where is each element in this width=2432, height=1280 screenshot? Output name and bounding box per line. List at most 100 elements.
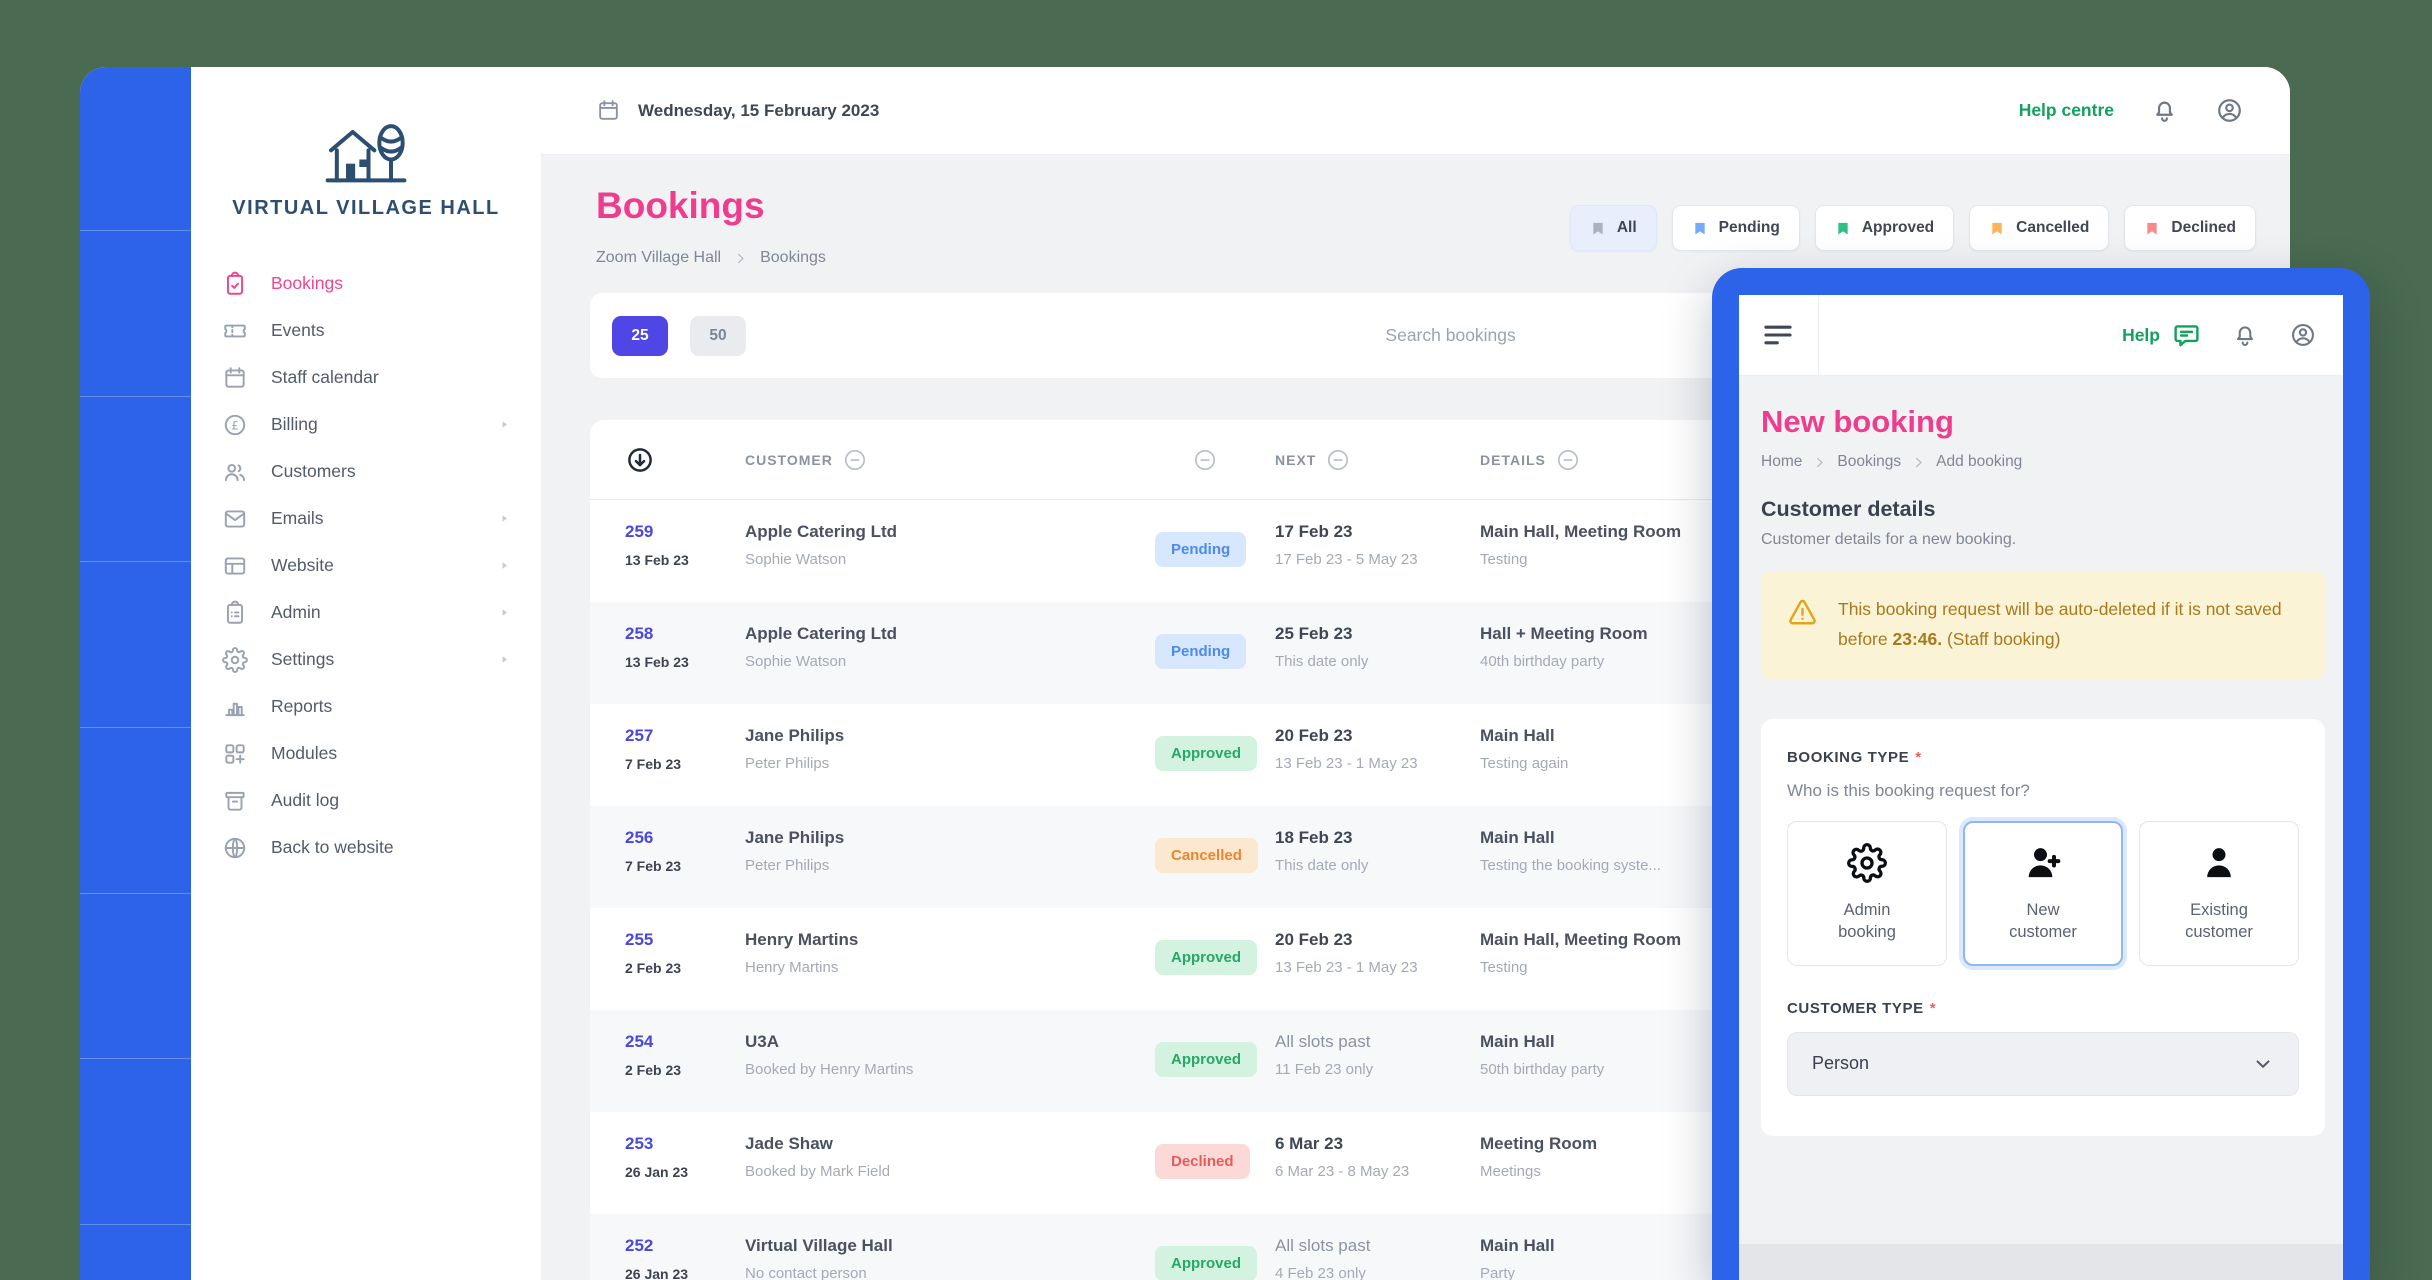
customer-type-select[interactable]: Person: [1787, 1031, 2299, 1096]
sidebar-item[interactable]: Back to website: [191, 824, 541, 871]
booking-created-date: 2 Feb 23: [625, 1062, 682, 1078]
house-with-tree-icon: [302, 117, 430, 187]
bell-icon[interactable]: [2231, 321, 2259, 349]
column-header-next: NEXT: [1275, 447, 1351, 473]
status-cell: Cancelled: [1155, 838, 1258, 873]
help-label: Help: [2122, 324, 2160, 345]
next-date-range: 6 Mar 23 - 8 May 23: [1275, 1163, 1410, 1180]
collapse-column-icon[interactable]: [842, 447, 868, 473]
collapse-column-icon[interactable]: [1192, 447, 1218, 473]
sidebar-item[interactable]: Staff calendar: [191, 354, 541, 401]
filter-chip[interactable]: Approved: [1814, 205, 1955, 251]
warning-text-post: (Staff booking): [1942, 628, 2061, 649]
booking-type-option[interactable]: Existing customer: [2139, 820, 2299, 966]
sidebar-item[interactable]: £ Billing: [191, 401, 541, 448]
menu-icon[interactable]: [1761, 318, 1795, 352]
help-link[interactable]: Help: [2122, 321, 2201, 350]
sidebar-item[interactable]: Modules: [191, 730, 541, 777]
booking-type-option-icon: [2023, 843, 2063, 883]
customer-cell: Apple Catering Ltd Sophie Watson: [745, 522, 897, 568]
sidebar-item[interactable]: Customers: [191, 448, 541, 495]
booking-id[interactable]: 257: [625, 726, 654, 745]
booking-id[interactable]: 252: [625, 1236, 654, 1255]
table-row[interactable]: 259 13 Feb 23 Apple Catering Ltd Sophie …: [590, 500, 2256, 602]
next-date-cell: 17 Feb 23 17 Feb 23 - 5 May 23: [1275, 522, 1418, 568]
collapse-column-icon[interactable]: [1325, 447, 1351, 473]
status-badge: Approved: [1155, 736, 1258, 771]
table-row[interactable]: 257 7 Feb 23 Jane Philips Peter Philips …: [590, 704, 2256, 806]
sidebar-item[interactable]: Audit log: [191, 777, 541, 824]
page-size-button[interactable]: 50: [690, 315, 746, 356]
customer-cell: Jade Shaw Booked by Mark Field: [745, 1134, 890, 1180]
status-cell: Pending: [1155, 634, 1247, 669]
sidebar-item-label: Bookings: [271, 273, 343, 293]
booking-created-date: 26 Jan 23: [625, 1266, 689, 1280]
booking-id-cell: 256 7 Feb 23: [625, 828, 681, 874]
collapse-column-icon[interactable]: [1555, 447, 1581, 473]
bookmark-icon: [1692, 219, 1708, 238]
details-sub: Party: [1480, 1265, 1516, 1280]
sidebar-item[interactable]: Admin: [191, 589, 541, 636]
table-row[interactable]: 255 2 Feb 23 Henry Martins Henry Martins…: [590, 908, 2256, 1010]
sidebar-item[interactable]: Bookings: [191, 260, 541, 307]
table-row[interactable]: 253 26 Jan 23 Jade Shaw Booked by Mark F…: [590, 1112, 2256, 1214]
sort-arrow-down-icon[interactable]: [625, 445, 655, 475]
breadcrumb-home[interactable]: Home: [1761, 453, 1803, 470]
divider: [80, 727, 191, 728]
sidebar-item[interactable]: Events: [191, 307, 541, 354]
search-input[interactable]: [1220, 325, 1681, 346]
sidebar-item[interactable]: Settings: [191, 636, 541, 683]
details-sub: 50th birthday party: [1480, 1061, 1605, 1078]
status-badge: Declined: [1155, 1144, 1250, 1179]
details-cell: Main Hall Party: [1480, 1236, 1555, 1280]
booking-id[interactable]: 254: [625, 1032, 654, 1051]
sidebar-item-label: Website: [271, 555, 334, 575]
booking-type-option[interactable]: New customer: [1963, 820, 2123, 966]
booking-id-cell: 255 2 Feb 23: [625, 930, 681, 976]
booking-id[interactable]: 253: [625, 1134, 654, 1153]
status-badge: Pending: [1155, 634, 1247, 669]
breadcrumb-bookings[interactable]: Bookings: [1837, 453, 1902, 470]
details-main: Main Hall: [1480, 1032, 1555, 1051]
customer-name: Jade Shaw: [745, 1134, 833, 1153]
booking-id-cell: 254 2 Feb 23: [625, 1032, 681, 1078]
customer-contact: Peter Philips: [745, 857, 830, 874]
booking-id[interactable]: 256: [625, 828, 654, 847]
current-date-label: Wednesday, 15 February 2023: [638, 100, 880, 120]
sidebar-item[interactable]: Emails: [191, 495, 541, 542]
column-label: CUSTOMER: [745, 451, 833, 468]
column-header-details: DETAILS: [1480, 447, 1581, 473]
bell-icon[interactable]: [2150, 96, 2179, 125]
status-badge: Approved: [1155, 940, 1258, 975]
filter-chip[interactable]: Pending: [1671, 205, 1800, 251]
customer-cell: Apple Catering Ltd Sophie Watson: [745, 624, 897, 670]
customer-cell: Jane Philips Peter Philips: [745, 726, 844, 772]
filter-chip[interactable]: All: [1569, 205, 1657, 251]
app-window: Virtual Village Hall Bookings Events: [80, 67, 2290, 1280]
next-date-cell: 20 Feb 23 13 Feb 23 - 1 May 23: [1275, 930, 1418, 976]
filter-chip[interactable]: Cancelled: [1969, 205, 2110, 251]
customer-name: Virtual Village Hall: [745, 1236, 893, 1255]
sidebar-item[interactable]: Website: [191, 542, 541, 589]
details-main: Main Hall: [1480, 828, 1555, 847]
user-circle-icon[interactable]: [2289, 321, 2317, 349]
details-cell: Main Hall 50th birthday party: [1480, 1032, 1604, 1078]
booking-type-label: BOOKING TYPE *: [1787, 748, 1922, 766]
sidebar-nav: Bookings Events Staff calendar £: [191, 260, 541, 871]
auto-delete-warning: This booking request will be auto-delete…: [1761, 571, 2325, 679]
page-size-button[interactable]: 25: [612, 315, 668, 356]
booking-id[interactable]: 255: [625, 930, 654, 949]
next-date-range: This date only: [1275, 857, 1369, 874]
user-circle-icon[interactable]: [2215, 96, 2244, 125]
page-size-toggle: 25 50: [590, 315, 746, 356]
next-date: 6 Mar 23: [1275, 1134, 1344, 1153]
breadcrumb-parent[interactable]: Zoom Village Hall: [596, 249, 722, 266]
booking-type-option[interactable]: Admin booking: [1787, 820, 1947, 966]
booking-id[interactable]: 258: [625, 624, 654, 643]
sidebar-item[interactable]: Reports: [191, 683, 541, 730]
filter-chip[interactable]: Declined: [2124, 205, 2256, 251]
status-cell: Pending: [1155, 532, 1247, 567]
booking-id[interactable]: 259: [625, 522, 654, 541]
help-centre-link[interactable]: Help centre: [2018, 100, 2114, 120]
chevron-down-icon: [2252, 1053, 2274, 1075]
